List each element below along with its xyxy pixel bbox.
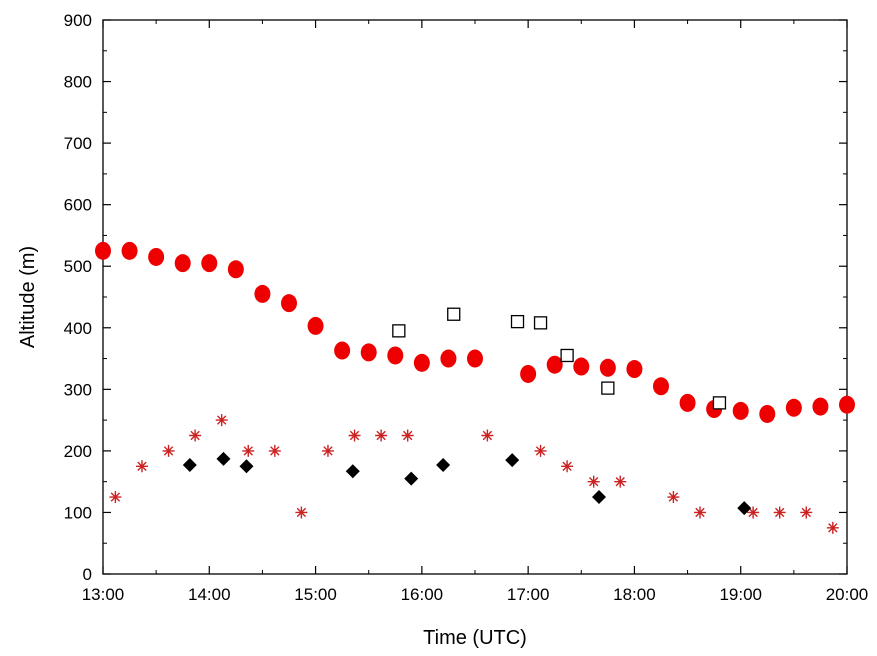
y-tick-label: 300 [64,380,92,399]
data-point-circle [413,353,430,372]
data-point-asterisk [189,429,202,442]
data-point-diamond [404,471,419,486]
data-point-asterisk [693,506,706,519]
x-tick-label: 14:00 [188,585,231,604]
data-point-circle [653,377,669,396]
data-point-circle [201,254,218,273]
x-tick-label: 13:00 [82,585,125,604]
data-point-asterisk [375,429,388,442]
data-point-square [712,396,727,410]
data-point-diamond [592,490,606,505]
y-tick-label: 100 [64,503,92,522]
data-point-asterisk [401,429,414,442]
data-point-circle [679,393,696,412]
x-tick-label: 19:00 [719,585,762,604]
data-point-asterisk [747,506,760,519]
y-tick-label: 0 [83,565,92,584]
data-point-square [447,307,461,321]
data-point-circle [95,241,111,260]
data-point-asterisk [321,444,334,457]
data-point-circle [599,358,616,377]
data-point-square [392,324,406,338]
data-point-diamond [345,464,360,479]
data-point-circle [573,357,590,376]
data-point-circle [812,397,829,416]
data-point-asterisk [561,460,574,473]
data-point-circle [839,395,855,414]
data-point-square [510,314,525,329]
x-tick-label: 20:00 [826,585,869,604]
data-point-circle [387,346,404,365]
data-point-asterisk [109,491,122,504]
data-point-asterisk [242,444,255,457]
data-point-circle [334,341,351,360]
data-point-asterisk [587,475,600,488]
series-filled-diamond [182,451,752,516]
data-point-circle [732,401,749,420]
data-point-circle [307,316,324,335]
data-point-asterisk [667,491,680,504]
data-point-asterisk [135,460,148,473]
data-point-circle [440,349,457,368]
data-point-square [533,316,548,330]
data-point-square [601,381,615,395]
data-point-diamond [737,501,752,516]
series-filled-circle [95,241,855,423]
data-point-circle [227,260,244,279]
x-axis-label: Time (UTC) [423,627,527,649]
series-open-square [392,307,727,410]
y-tick-label: 600 [64,196,92,215]
data-point-asterisk [800,506,813,519]
data-point-diamond [239,459,254,474]
data-point-diamond [182,458,197,473]
data-point-asterisk [215,414,228,427]
data-point-circle [626,360,643,379]
data-point-circle [360,343,377,362]
data-point-circle [785,398,802,417]
data-point-asterisk [295,506,308,519]
data-point-circle [281,294,297,313]
data-point-circle [759,404,776,423]
marks-layer [95,241,855,534]
x-tick-label: 16:00 [401,585,444,604]
data-point-diamond [436,458,451,473]
x-tick-label: 18:00 [613,585,656,604]
data-point-diamond [216,451,231,466]
data-point-asterisk [268,444,281,457]
y-axis-label: Altitude (m) [17,246,39,348]
y-tick-label: 500 [64,257,92,276]
data-point-asterisk [534,444,547,457]
series-asterisk [109,414,839,534]
ticks-layer: 13:00 14:00 15:00 16:00 17:00 18:00 19:00 20:00… [64,11,869,604]
data-point-asterisk [773,506,786,519]
data-point-asterisk [162,444,175,457]
data-point-square [560,348,574,363]
data-point-circle [467,349,483,368]
data-point-circle [520,364,537,383]
y-tick-label: 700 [64,134,92,153]
y-tick-label: 200 [64,442,92,461]
data-point-asterisk [826,521,839,534]
y-tick-label: 400 [64,319,92,338]
data-point-circle [254,284,271,303]
data-point-asterisk [348,429,361,442]
x-tick-label: 17:00 [507,585,550,604]
y-tick-label: 900 [64,11,92,30]
data-point-asterisk [481,429,494,442]
data-point-circle [148,247,165,266]
data-point-circle [546,355,563,374]
data-point-circle [174,254,191,273]
plot-frame [102,19,848,575]
data-point-asterisk [614,475,627,488]
data-point-circle [121,241,138,260]
data-point-diamond [505,453,520,468]
y-tick-label: 800 [64,73,92,92]
x-tick-label: 15:00 [294,585,337,604]
